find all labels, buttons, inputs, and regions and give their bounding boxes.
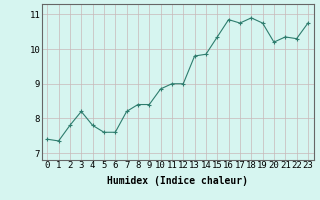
X-axis label: Humidex (Indice chaleur): Humidex (Indice chaleur) bbox=[107, 176, 248, 186]
